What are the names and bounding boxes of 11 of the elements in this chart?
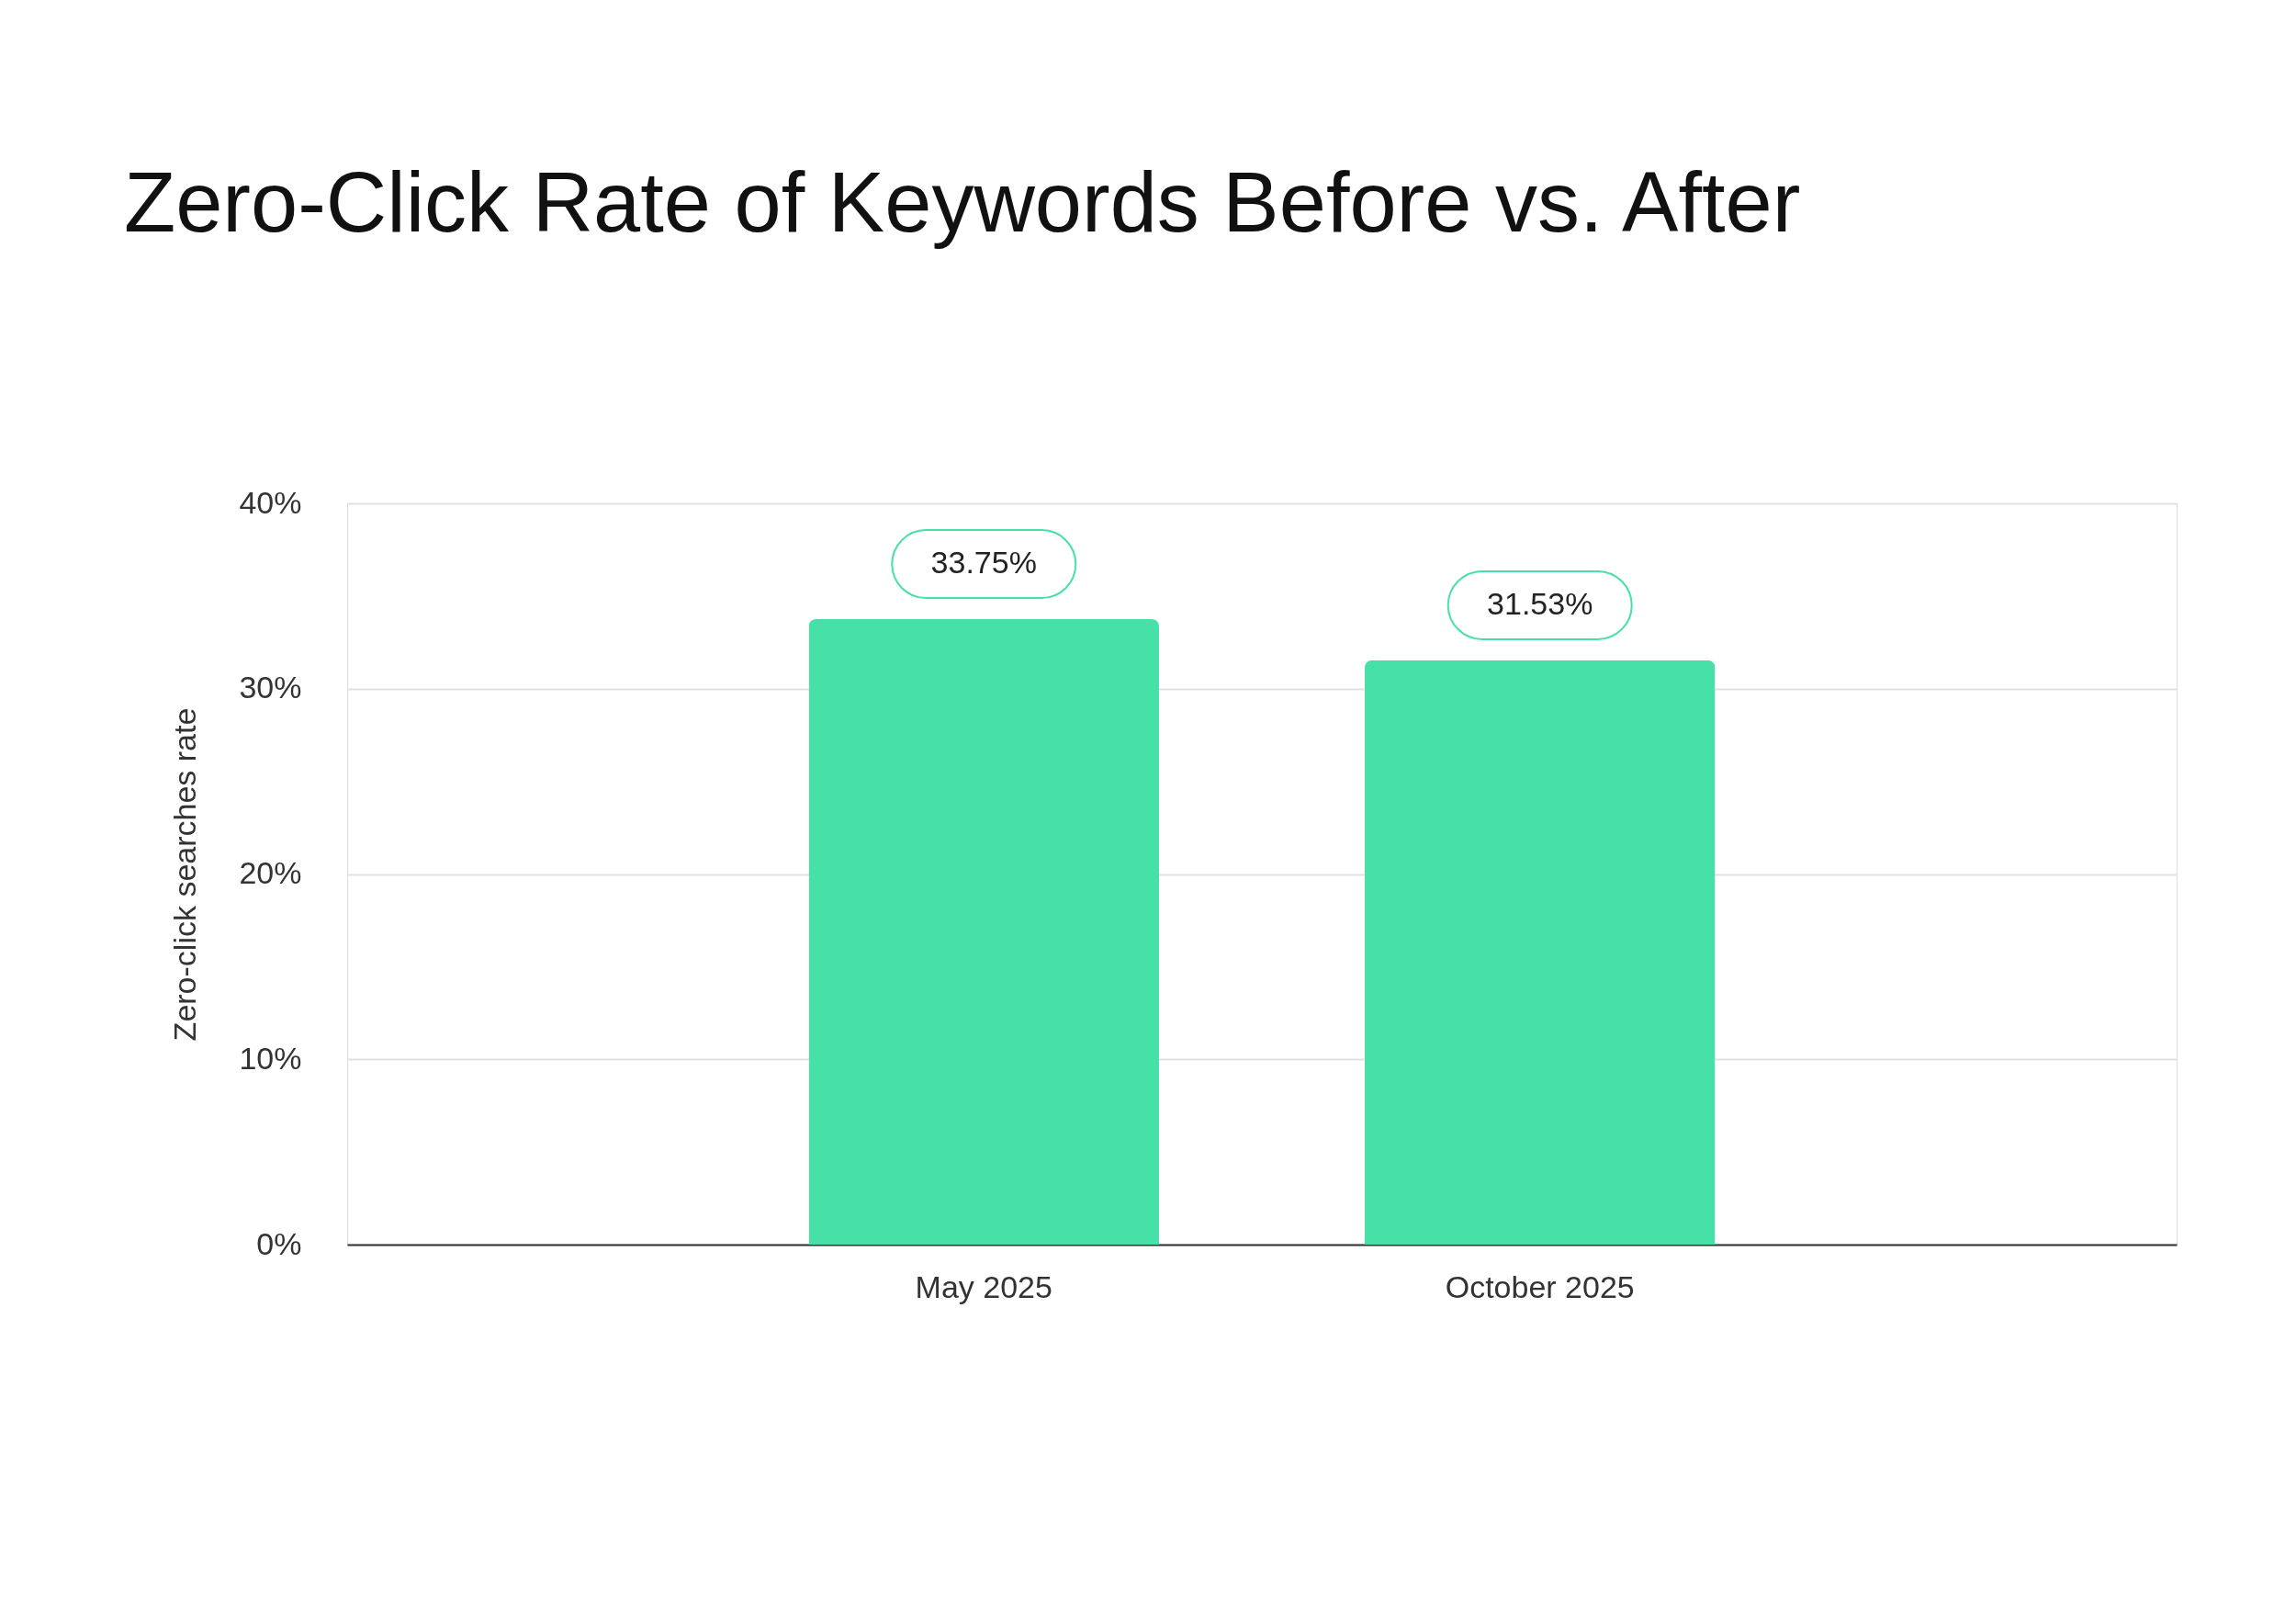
- y-tick-label: 30%: [239, 670, 302, 705]
- x-tick-label: October 2025: [1445, 1268, 1635, 1304]
- data-label: 31.53%: [1487, 585, 1593, 621]
- y-tick-label: 40%: [239, 484, 302, 520]
- y-tick-label: 0%: [256, 1225, 302, 1261]
- y-axis-title: Zero-click searches rate: [167, 707, 203, 1042]
- x-tick-label: May 2025: [915, 1268, 1052, 1304]
- data-label: 33.75%: [930, 545, 1037, 581]
- y-tick-label: 20%: [239, 855, 302, 890]
- y-tick-label: 10%: [239, 1040, 302, 1076]
- chart-title: Zero-Click Rate of Keywords Before vs. After: [124, 155, 1801, 249]
